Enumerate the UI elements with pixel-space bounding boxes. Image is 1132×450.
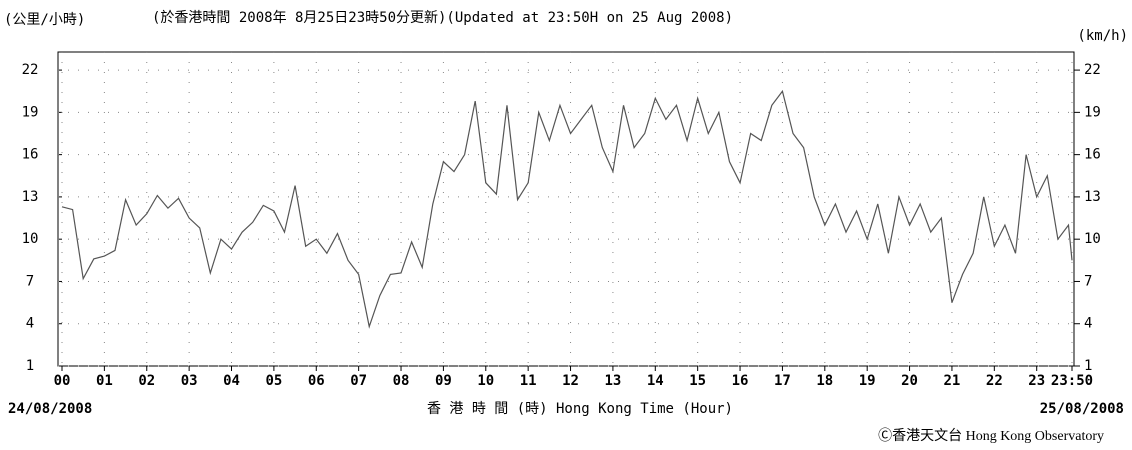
start-date: 24/08/2008 [8, 401, 92, 417]
y2-axis-label: (km/h) [1077, 28, 1128, 44]
y-axis-label: (公里/小時) [4, 12, 85, 28]
x-tick-label: 14 [647, 373, 664, 389]
y-tick-label: 13 [22, 189, 39, 205]
y-tick-label: 16 [22, 147, 39, 163]
y2-tick-label: 22 [1084, 62, 1101, 78]
x-tick-label: 18 [816, 373, 833, 389]
x-tick-label: 13 [604, 373, 621, 389]
x-tick-label: 23:50 [1051, 373, 1093, 389]
x-tick-label: 10 [477, 373, 494, 389]
chart-title: (於香港時間 2008年 8月25日23時50分更新)(Updated at 2… [152, 10, 733, 26]
plot-frame [57, 51, 1075, 367]
x-tick-label: 03 [181, 373, 198, 389]
y2-tick-label: 16 [1084, 147, 1101, 163]
y2-tick-label: 4 [1084, 316, 1092, 332]
x-tick-label: 20 [901, 373, 918, 389]
y-tick-label: 7 [26, 273, 34, 289]
y2-tick-label: 13 [1084, 189, 1101, 205]
y-tick-label: 19 [22, 104, 39, 120]
x-tick-label: 01 [96, 373, 113, 389]
x-tick-label: 06 [308, 373, 325, 389]
x-tick-label: 12 [562, 373, 579, 389]
x-tick-label: 08 [393, 373, 410, 389]
x-tick-label: 19 [859, 373, 876, 389]
y-tick-label: 1 [26, 358, 34, 374]
y2-tick-label: 1 [1084, 358, 1092, 374]
x-tick-label: 17 [774, 373, 791, 389]
x-tick-label: 21 [944, 373, 961, 389]
data-line [61, 89, 1073, 329]
y-tick-label: 22 [22, 62, 39, 78]
x-tick-label: 02 [138, 373, 155, 389]
x-tick-label: 05 [265, 373, 282, 389]
x-tick-label: 07 [350, 373, 367, 389]
x-tick-label: 23 [1028, 373, 1045, 389]
end-date: 25/08/2008 [1040, 401, 1124, 417]
y2-tick-label: 10 [1084, 231, 1101, 247]
x-tick-label: 11 [520, 373, 537, 389]
x-axis-label: 香 港 時 間 (時) Hong Kong Time (Hour) [427, 401, 733, 417]
x-tick-label: 09 [435, 373, 452, 389]
y-tick-label: 10 [22, 231, 39, 247]
x-tick-label: 15 [689, 373, 706, 389]
x-tick-label: 16 [732, 373, 749, 389]
x-tick-label: 04 [223, 373, 240, 389]
y-tick-label: 4 [26, 316, 34, 332]
credit: Ⓒ香港天文台 Hong Kong Observatory [878, 428, 1104, 444]
y2-tick-label: 7 [1084, 273, 1092, 289]
y2-tick-label: 19 [1084, 104, 1101, 120]
x-tick-label: 22 [986, 373, 1003, 389]
x-tick-label: 00 [54, 373, 71, 389]
